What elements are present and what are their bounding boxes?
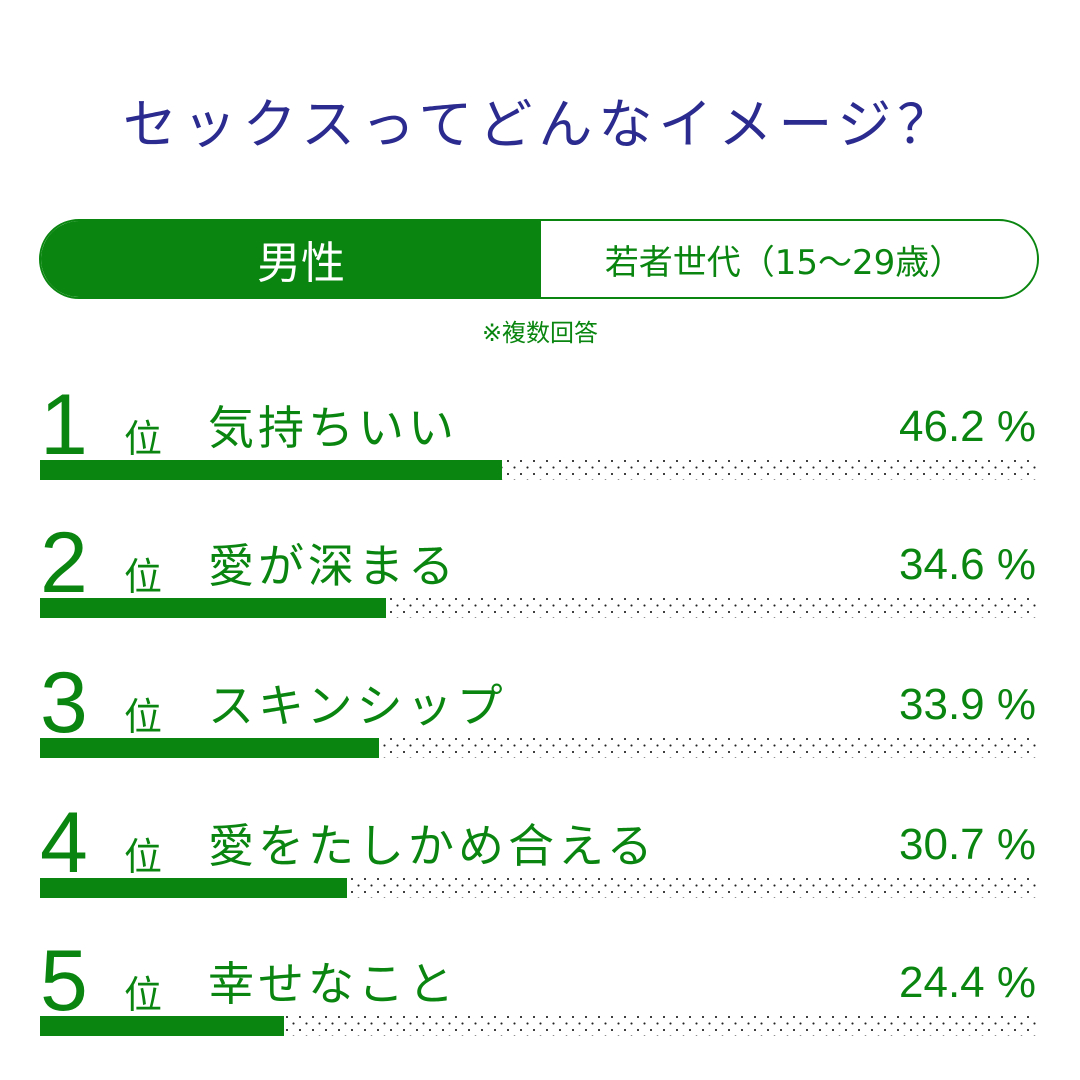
- chart-title: セックスってどんなイメージ？: [122, 93, 958, 156]
- ranking-row: 2 位愛が深まる 34.6 %: [40, 520, 1040, 640]
- rank-suffix: 位: [124, 973, 163, 1017]
- rank-number: 3: [40, 655, 88, 751]
- bar-fill: [40, 460, 502, 480]
- ranking-row: 5 位幸せなこと 24.4 %: [40, 938, 1040, 1058]
- rank-suffix: 位: [124, 417, 163, 461]
- rank-number: 2: [40, 515, 88, 611]
- bar-fill: [40, 598, 386, 618]
- rank-number: 4: [40, 795, 88, 891]
- percentage-value: 24.4 %: [899, 958, 1036, 1007]
- multiple-answer-note: ※複数回答: [481, 319, 599, 347]
- bar-track: [40, 460, 1040, 480]
- ranking-row: 4 位愛をたしかめ合える 30.7 %: [40, 800, 1040, 920]
- bar-fill: [40, 878, 347, 898]
- answer-label: 気持ちいい: [208, 401, 458, 455]
- bar-fill: [40, 738, 379, 758]
- percentage-value: 34.6 %: [899, 540, 1036, 589]
- rank-suffix: 位: [124, 835, 163, 879]
- segment-pill: 男性 若者世代（15〜29歳）: [39, 219, 1039, 299]
- percentage-value: 33.9 %: [899, 680, 1036, 729]
- ranking-row: 3 位スキンシップ 33.9 %: [40, 660, 1040, 780]
- answer-label: 幸せなこと: [208, 957, 458, 1011]
- percentage-value: 30.7 %: [899, 820, 1036, 869]
- percentage-value: 46.2 %: [899, 402, 1036, 451]
- rank-number: 5: [40, 933, 88, 1029]
- rank-number: 1: [40, 377, 88, 473]
- rank-suffix: 位: [124, 555, 163, 599]
- answer-label: スキンシップ: [208, 679, 507, 733]
- rank-suffix: 位: [124, 695, 163, 739]
- bar-track: [40, 598, 1040, 618]
- answer-label: 愛が深まる: [208, 539, 458, 593]
- age-group-label: 若者世代（15〜29歳）: [604, 242, 964, 283]
- gender-label: 男性: [41, 221, 541, 297]
- bar-fill: [40, 1016, 284, 1036]
- answer-label: 愛をたしかめ合える: [208, 819, 657, 873]
- bar-track: [40, 738, 1040, 758]
- bar-track: [40, 878, 1040, 898]
- ranking-row: 1 位気持ちいい 46.2 %: [40, 382, 1040, 502]
- bar-track: [40, 1016, 1040, 1036]
